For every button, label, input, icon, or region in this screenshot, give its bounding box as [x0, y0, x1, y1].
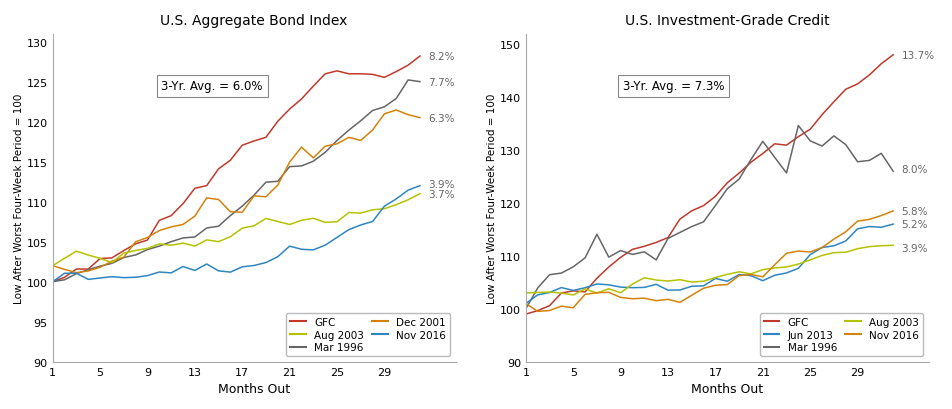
Text: 5.2%: 5.2%	[901, 220, 927, 229]
Legend: GFC, Jun 2013, Mar 1996, Aug 2003, Nov 2016: GFC, Jun 2013, Mar 1996, Aug 2003, Nov 2…	[759, 313, 922, 357]
Text: 8.2%: 8.2%	[427, 52, 454, 62]
Text: 3-Yr. Avg. = 6.0%: 3-Yr. Avg. = 6.0%	[161, 80, 263, 93]
Title: U.S. Investment-Grade Credit: U.S. Investment-Grade Credit	[625, 14, 828, 28]
Y-axis label: Low After Worst Four-Week Period = 100: Low After Worst Four-Week Period = 100	[486, 93, 497, 303]
Text: 3.9%: 3.9%	[901, 243, 927, 253]
Text: 3.9%: 3.9%	[427, 180, 454, 190]
Text: 7.7%: 7.7%	[427, 77, 454, 88]
Text: 5.8%: 5.8%	[901, 207, 927, 216]
Title: U.S. Aggregate Bond Index: U.S. Aggregate Bond Index	[160, 14, 347, 28]
X-axis label: Months Out: Months Out	[690, 382, 763, 395]
Text: 6.3%: 6.3%	[427, 113, 454, 124]
Legend: GFC, Aug 2003, Mar 1996, Dec 2001, Nov 2016: GFC, Aug 2003, Mar 1996, Dec 2001, Nov 2…	[286, 313, 450, 357]
Text: 8.0%: 8.0%	[901, 164, 927, 174]
Text: 3.7%: 3.7%	[427, 189, 454, 199]
Text: 13.7%: 13.7%	[901, 51, 934, 61]
Text: 3-Yr. Avg. = 7.3%: 3-Yr. Avg. = 7.3%	[622, 80, 724, 93]
X-axis label: Months Out: Months Out	[218, 382, 289, 395]
Y-axis label: Low After Worst Four-Week Period = 100: Low After Worst Four-Week Period = 100	[14, 93, 24, 303]
